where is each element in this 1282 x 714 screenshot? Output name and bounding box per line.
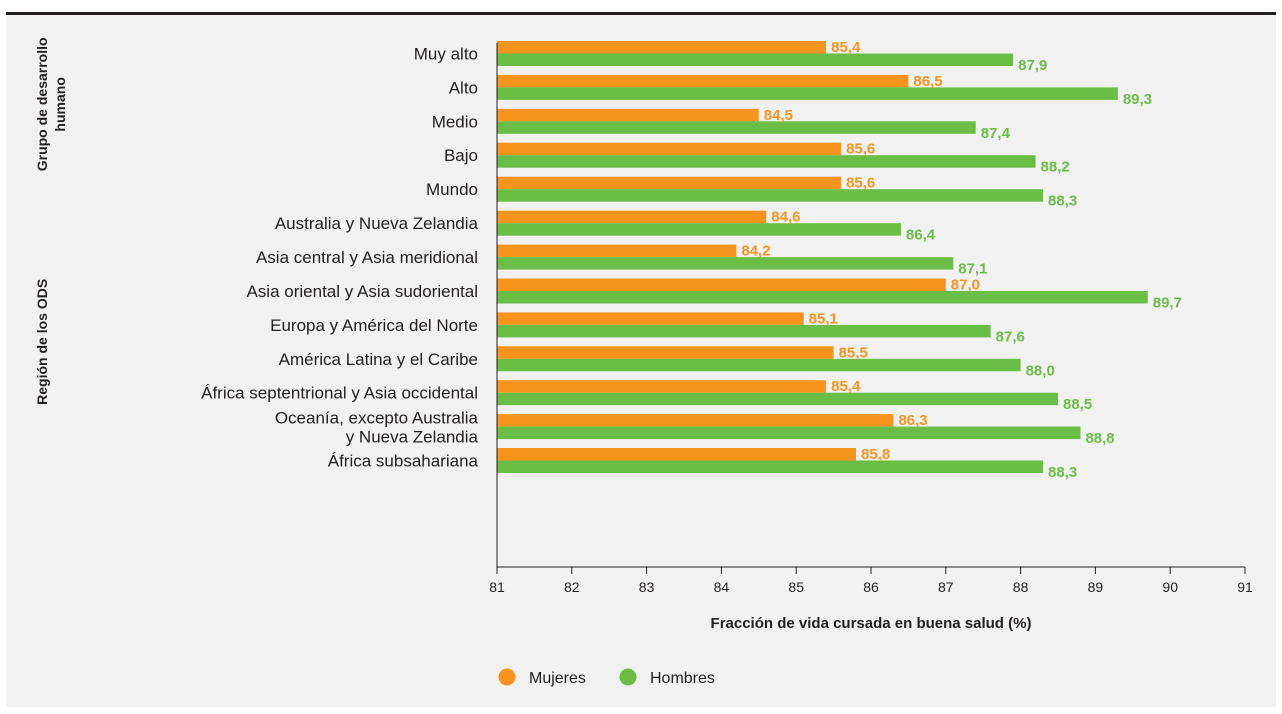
category-label: Medio <box>432 112 478 131</box>
x-tick-label: 84 <box>714 579 730 595</box>
x-tick-label: 81 <box>489 579 505 595</box>
value-label-hombres: 88,3 <box>1048 193 1077 210</box>
bar-mujeres <box>497 142 842 156</box>
legend-label-hombres: Hombres <box>650 670 715 687</box>
value-label-hombres: 87,1 <box>958 261 987 278</box>
x-tick-label: 89 <box>1088 579 1104 595</box>
bar-mujeres <box>497 278 946 291</box>
value-label-hombres: 88,0 <box>1026 362 1055 379</box>
group-label: Grupo de desarrollo humano <box>34 37 68 171</box>
bar-mujeres <box>497 176 842 190</box>
bar-mujeres <box>497 312 804 325</box>
category-label: Australia y Nueva Zelandia <box>275 214 479 233</box>
value-label-mujeres: 86,3 <box>898 412 927 429</box>
value-label-hombres: 89,7 <box>1153 295 1182 312</box>
value-label-hombres: 88,8 <box>1085 430 1114 447</box>
bar-mujeres <box>497 448 857 461</box>
bar-hombres <box>497 426 1081 440</box>
category-label: Europa y América del Norte <box>270 316 478 335</box>
bar-hombres <box>497 291 1148 304</box>
bar-mujeres <box>497 414 894 427</box>
category-label: Asia oriental y Asia sudoriental <box>246 282 478 301</box>
category-label: África septentrional y Asia occidental <box>201 384 478 403</box>
bars <box>497 41 1148 473</box>
x-axis: 81 82 83 84 85 86 87 88 89 90 91 Fracción de vida c… <box>489 43 1253 632</box>
x-tick-label: 87 <box>938 579 954 595</box>
x-tick-label: 90 <box>1162 579 1178 595</box>
group-label: Región de los ODS <box>34 279 50 405</box>
group-labels: Grupo de desarrollo humano Región de los O… <box>34 37 68 404</box>
legend-swatch-hombres <box>619 668 637 686</box>
category-label: Muy alto <box>414 45 478 64</box>
bar-hombres <box>497 392 1058 406</box>
bar-hombres <box>497 87 1118 100</box>
bar-hombres <box>497 155 1036 168</box>
category-labels: Muy alto Alto Medio Bajo Mundo Australia y Nu… <box>201 45 478 471</box>
bar-mujeres <box>497 380 827 393</box>
bar-mujeres <box>497 74 909 88</box>
top-rule <box>6 12 1276 15</box>
value-label-mujeres: 85,6 <box>846 141 875 158</box>
value-label-mujeres: 84,2 <box>741 243 770 260</box>
value-label-hombres: 88,2 <box>1041 159 1070 176</box>
category-label: Bajo <box>444 146 478 165</box>
bar-hombres <box>497 460 1044 473</box>
bar-mujeres <box>497 108 759 122</box>
category-label: Alto <box>449 78 478 97</box>
value-label-hombres: 88,5 <box>1063 396 1092 413</box>
value-label-hombres: 86,4 <box>906 227 936 244</box>
x-tick-label: 86 <box>863 579 879 595</box>
bar-hombres <box>497 189 1044 202</box>
x-tick-label: 85 <box>788 579 804 595</box>
value-label-mujeres: 85,4 <box>831 378 861 395</box>
value-label-hombres: 89,3 <box>1123 91 1152 108</box>
value-label-mujeres: 84,6 <box>771 209 800 226</box>
value-label-mujeres: 85,4 <box>831 39 861 56</box>
bar-hombres <box>497 121 976 134</box>
bar-hombres <box>497 358 1021 372</box>
bar-mujeres <box>497 41 827 54</box>
category-label: Mundo <box>426 180 478 199</box>
x-tick-label: 91 <box>1237 579 1253 595</box>
bar-hombres <box>497 53 1014 66</box>
legend: Mujeres Hombres <box>498 668 715 687</box>
value-labels: 85,4 87,9 86,5 89,3 84,5 87,4 85,6 88,2 85,6 88,3… <box>741 39 1182 481</box>
value-label-hombres: 87,6 <box>996 328 1025 345</box>
legend-label-mujeres: Mujeres <box>529 670 586 687</box>
value-label-mujeres: 85,6 <box>846 175 875 192</box>
bar-mujeres <box>497 244 737 258</box>
value-label-hombres: 88,3 <box>1048 464 1077 481</box>
category-label: Oceanía, excepto Australia y Nueva Zeland… <box>275 409 479 447</box>
bar-hombres <box>497 257 954 270</box>
x-tick-label: 82 <box>564 579 580 595</box>
value-label-mujeres: 85,5 <box>839 344 868 361</box>
value-label-mujeres: 85,1 <box>809 310 838 327</box>
value-label-mujeres: 87,0 <box>951 277 980 294</box>
bar-mujeres <box>497 346 834 359</box>
category-label: América Latina y el Caribe <box>279 350 478 369</box>
bar-mujeres <box>497 210 767 224</box>
x-tick-label: 83 <box>639 579 655 595</box>
bar-hombres <box>497 324 991 338</box>
category-label: África subsahariana <box>328 452 479 471</box>
x-axis-title: Fracción de vida cursada en buena salud … <box>711 615 1032 632</box>
value-label-mujeres: 86,5 <box>913 73 942 90</box>
value-label-mujeres: 85,8 <box>861 446 890 463</box>
value-label-hombres: 87,9 <box>1018 57 1047 74</box>
x-tick-label: 88 <box>1013 579 1029 595</box>
value-label-hombres: 87,4 <box>981 125 1011 142</box>
category-label: Asia central y Asia meridional <box>256 248 478 267</box>
bar-hombres <box>497 223 901 236</box>
value-label-mujeres: 84,5 <box>764 107 793 124</box>
legend-swatch-mujeres <box>498 668 516 686</box>
